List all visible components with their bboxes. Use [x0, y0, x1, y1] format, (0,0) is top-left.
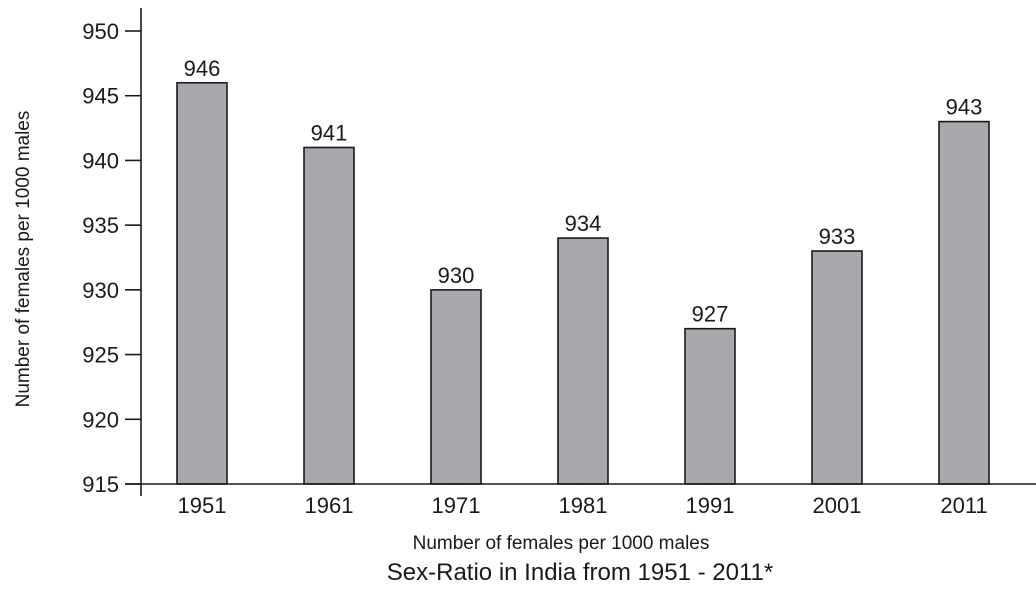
- y-axis-title: Number of females per 1000 males: [13, 111, 34, 408]
- chart-title: Sex-Ratio in India from 1951 - 2011*: [387, 559, 773, 586]
- bar-1951: [176, 81, 228, 485]
- bar-1971: [430, 289, 482, 485]
- y-tick-label-940: 940: [82, 148, 119, 173]
- bar-1961: [303, 146, 355, 485]
- labels-group: 946 1951 941 1961 930 1971 934 1981 927 1991 933 20…: [82, 19, 987, 518]
- data-label-1991: 927: [692, 302, 729, 327]
- data-label-2011: 943: [946, 95, 983, 120]
- bar-2001: [811, 250, 863, 485]
- axes-group: [125, 8, 1036, 496]
- x-tick-label-2011: 2011: [940, 493, 987, 518]
- data-label-1981: 934: [565, 211, 602, 236]
- data-label-1971: 930: [438, 263, 475, 288]
- data-label-2001: 933: [819, 224, 856, 249]
- y-tick-label-915: 915: [82, 472, 119, 497]
- x-axis-title: Number of females per 1000 males: [413, 533, 710, 554]
- x-tick-label-1971: 1971: [432, 493, 481, 518]
- y-tick-label-950: 950: [82, 19, 119, 44]
- x-tick-label-2001: 2001: [813, 493, 862, 518]
- x-tick-label-1951: 1951: [178, 493, 227, 518]
- data-label-1961: 941: [311, 120, 348, 145]
- x-tick-label-1981: 1981: [559, 493, 608, 518]
- y-tick-label-925: 925: [82, 343, 119, 368]
- y-tick-label-930: 930: [82, 278, 119, 303]
- bar-1991: [684, 327, 736, 485]
- data-label-1951: 946: [184, 56, 221, 81]
- bars-group: [176, 81, 990, 485]
- x-tick-label-1961: 1961: [305, 493, 354, 518]
- bar-1981: [557, 237, 609, 485]
- bar-2011: [938, 120, 990, 485]
- x-tick-label-1991: 1991: [686, 493, 735, 518]
- y-tick-label-935: 935: [82, 213, 119, 238]
- y-tick-label-945: 945: [82, 84, 119, 109]
- y-tick-label-920: 920: [82, 407, 119, 432]
